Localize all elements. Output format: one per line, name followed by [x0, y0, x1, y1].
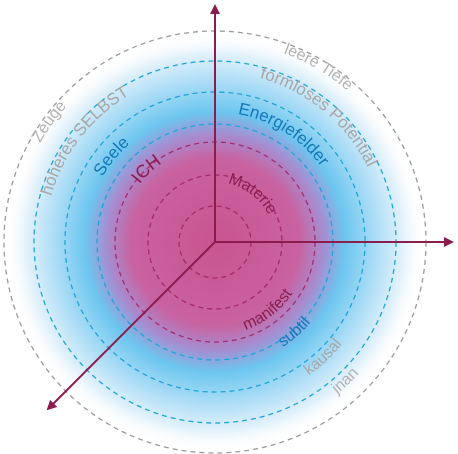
axis-diagonal-arrow [46, 241, 216, 411]
axes [46, 4, 454, 411]
